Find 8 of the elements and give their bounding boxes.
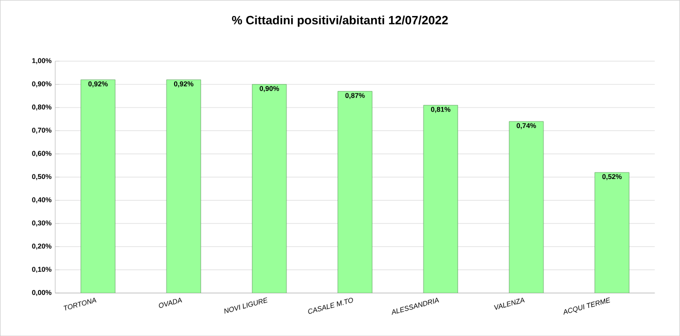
bar [508,121,544,293]
bar [338,91,372,293]
chart-title: % Cittadini positivi/abitanti 12/07/2022 [232,16,448,27]
bar [594,172,630,293]
bar [252,84,287,293]
bar [80,79,116,293]
bar [166,79,201,293]
bar [423,104,458,293]
